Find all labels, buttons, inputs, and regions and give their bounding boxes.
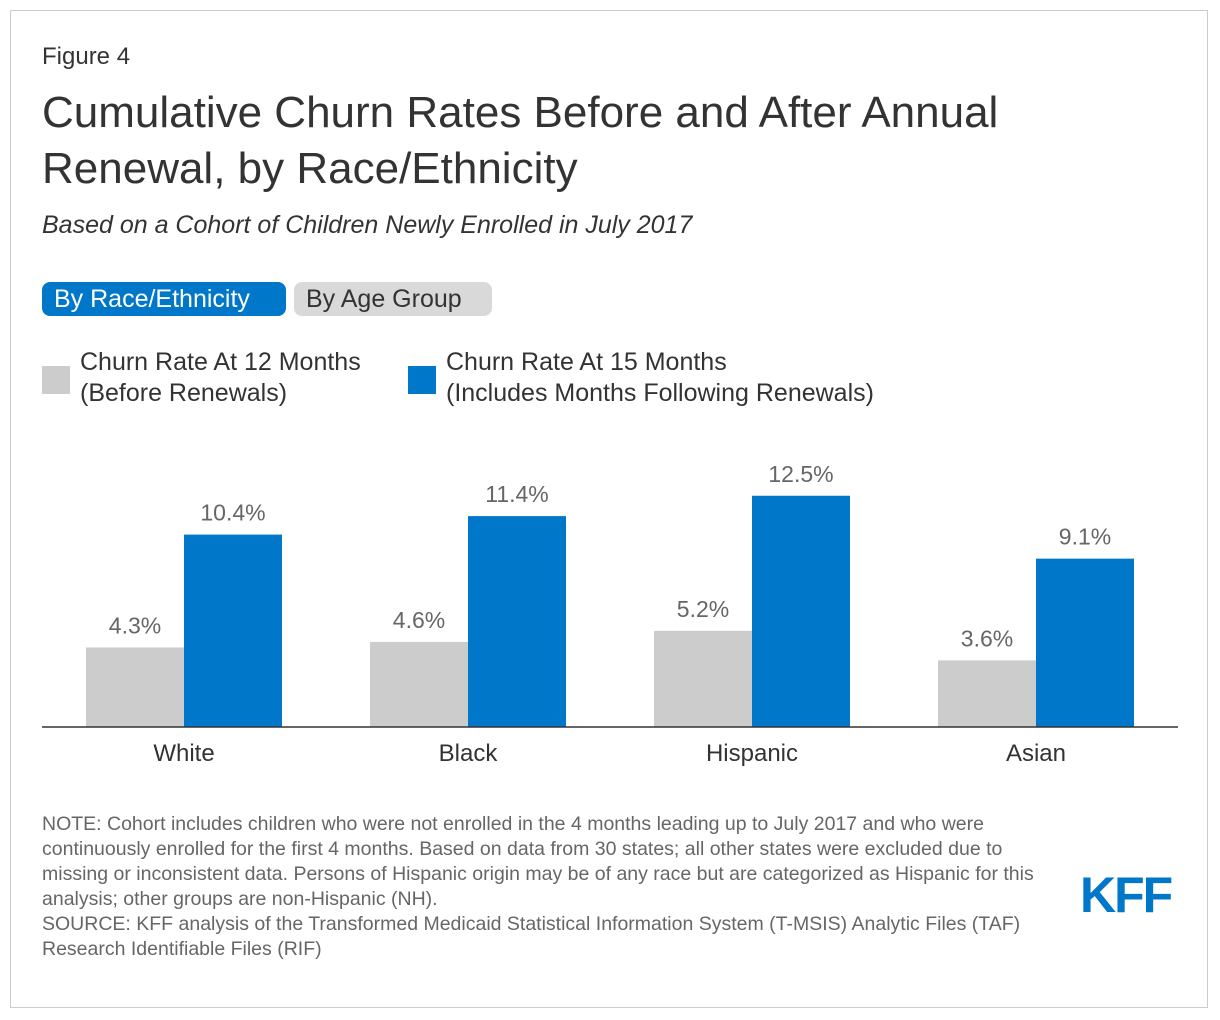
tab-by-age-group[interactable]: By Age Group <box>294 282 492 316</box>
x-tick-label-black: Black <box>439 740 499 767</box>
data-label-white-series-2: 10.4% <box>200 500 265 526</box>
legend-label-15-months-line1: Churn Rate At 15 Months <box>446 348 727 376</box>
legend-label-12-months: Churn Rate At 12 Months (Before Renewals… <box>80 347 361 409</box>
bar-asian-series-1 <box>938 660 1036 727</box>
bar-asian-series-2 <box>1036 558 1134 727</box>
data-label-asian-series-1: 3.6% <box>961 625 1013 651</box>
x-tick-label-white: White <box>153 740 214 767</box>
legend-label-12-months-line1: Churn Rate At 12 Months <box>80 348 361 376</box>
bar-black-series-2 <box>468 516 566 727</box>
tab-by-race-ethnicity[interactable]: By Race/Ethnicity <box>42 282 286 316</box>
data-label-black-series-1: 4.6% <box>393 607 445 633</box>
note-text: NOTE: Cohort includes children who were … <box>42 813 1034 910</box>
legend-swatch-gray <box>42 366 70 394</box>
bar-hispanic-series-2 <box>752 495 850 727</box>
bar-white-series-2 <box>184 534 282 727</box>
figure-frame <box>10 10 1208 1008</box>
chart-subtitle: Based on a Cohort of Children Newly Enro… <box>42 211 693 239</box>
legend-swatch-blue <box>408 366 436 394</box>
data-label-hispanic-series-1: 5.2% <box>677 596 729 622</box>
source-text: SOURCE: KFF analysis of the Transformed … <box>42 913 1021 960</box>
bar-white-series-1 <box>86 647 184 727</box>
data-label-white-series-1: 4.3% <box>109 612 161 638</box>
data-label-black-series-2: 11.4% <box>485 481 549 507</box>
bar-black-series-1 <box>370 641 468 727</box>
footnote: NOTE: Cohort includes children who were … <box>42 812 1052 962</box>
data-label-asian-series-2: 9.1% <box>1059 524 1111 550</box>
legend-item-12-months: Churn Rate At 12 Months (Before Renewals… <box>42 347 361 409</box>
kff-logo: KFF <box>1080 867 1173 923</box>
chart-title: Cumulative Churn Rates Before and After … <box>42 88 999 193</box>
x-tick-label-asian: Asian <box>1006 740 1066 767</box>
legend-label-15-months-line2: (Includes Months Following Renewals) <box>446 379 874 407</box>
figure-label: Figure 4 <box>42 43 131 70</box>
bar-chart: 4.3% 10.4% White 4.6% 11.4% Black 5.2% 12.5% His… <box>42 461 1178 767</box>
legend-label-12-months-line2: (Before Renewals) <box>80 379 288 407</box>
x-tick-label-hispanic: Hispanic <box>706 740 798 767</box>
legend-label-15-months: Churn Rate At 15 Months (Includes Months… <box>446 347 874 409</box>
legend-item-15-months: Churn Rate At 15 Months (Includes Months… <box>408 347 874 409</box>
data-label-hispanic-series-2: 12.5% <box>768 461 833 487</box>
bar-hispanic-series-1 <box>654 630 752 727</box>
